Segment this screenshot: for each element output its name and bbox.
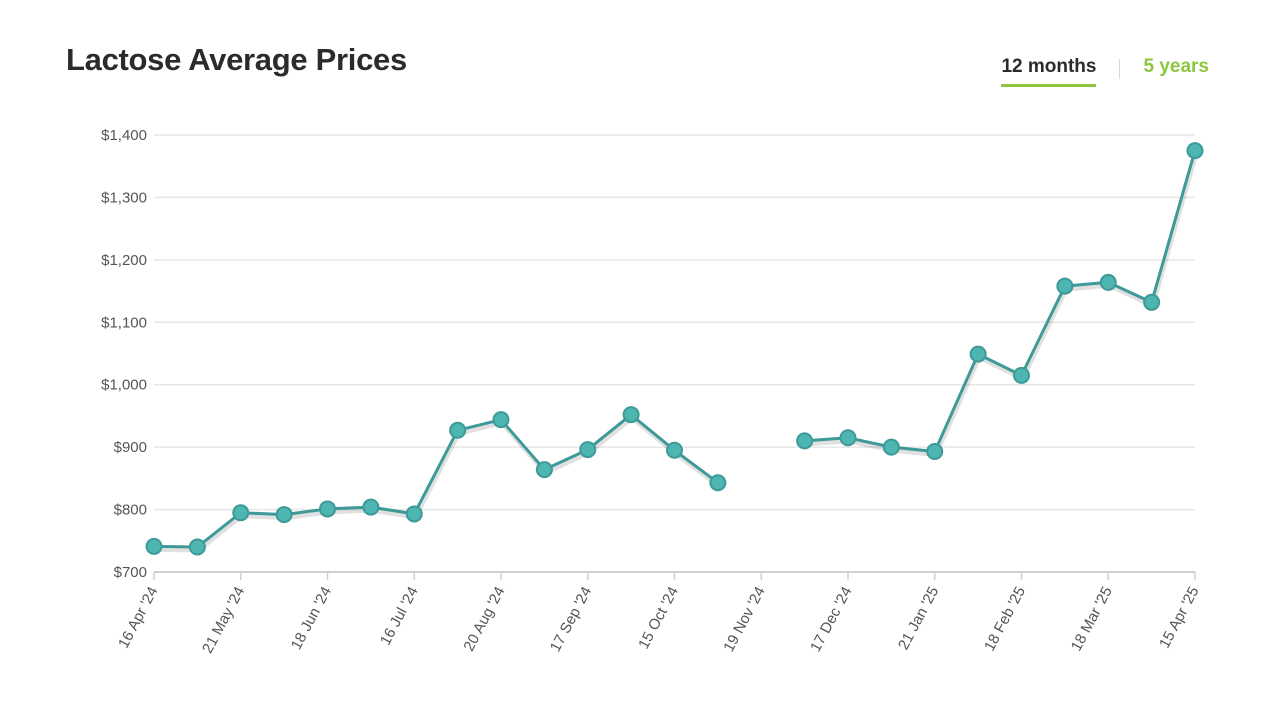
data-point (535, 461, 553, 479)
x-tick-label: 18 Feb '25 (981, 584, 1029, 654)
y-tick-label: $900 (114, 439, 147, 456)
x-tick-label: 19 Nov '24 (720, 584, 768, 655)
data-point (1056, 277, 1074, 295)
x-tick-label: 15 Oct '24 (635, 584, 682, 652)
grid-lines (154, 134, 1195, 573)
x-axis: 16 Apr '24 21 May '24 18 Jun '24 16 Jul '24… (115, 572, 1203, 656)
data-point (1143, 293, 1161, 311)
x-tick-label: 21 Jan '25 (895, 584, 942, 653)
data-point (882, 438, 900, 456)
y-axis: $700 $800 $900 $1,000 $1,100 $1,200 $1,300 $1,4… (101, 127, 147, 581)
x-tick-label: 15 Apr '25 (1156, 584, 1203, 651)
x-tick-label: 16 Apr '24 (115, 584, 162, 651)
y-tick-label: $1,400 (101, 127, 147, 144)
data-point (362, 498, 380, 516)
data-point (232, 504, 250, 522)
data-point (492, 411, 510, 429)
series-line-segment (803, 149, 1197, 453)
data-point (1099, 273, 1117, 291)
x-tick-label: 18 Jun '24 (288, 584, 335, 653)
data-point (579, 441, 597, 459)
tab-5-years[interactable]: 5 years (1143, 56, 1209, 77)
x-tick-label: 16 Jul '24 (377, 584, 422, 648)
range-tabs: 12 months 5 years (1001, 56, 1209, 87)
x-tick-label: 17 Sep '24 (547, 584, 595, 655)
data-point (622, 406, 640, 424)
series-points (145, 142, 1204, 556)
y-tick-label: $1,200 (101, 252, 147, 269)
data-point (796, 432, 814, 450)
y-tick-label: $700 (114, 564, 147, 581)
data-point (275, 506, 293, 524)
tab-12-months[interactable]: 12 months (1001, 56, 1097, 87)
y-tick-label: $1,000 (101, 377, 147, 394)
data-point (188, 538, 206, 556)
x-tick-label: 21 May '24 (199, 584, 248, 656)
data-point (969, 345, 987, 363)
data-point (709, 474, 727, 492)
tab-separator (1119, 59, 1121, 79)
data-point (405, 505, 423, 523)
series-line-shadow (154, 415, 721, 553)
data-point (319, 500, 336, 518)
x-tick-label: 17 Dec '24 (807, 584, 855, 655)
data-point (926, 443, 944, 461)
data-point (145, 537, 163, 555)
series-line-shadow (805, 152, 1199, 457)
data-point (1013, 366, 1030, 384)
data-point (449, 421, 467, 439)
y-tick-label: $1,300 (101, 189, 147, 206)
data-point (839, 429, 857, 447)
data-point (1186, 142, 1204, 160)
y-tick-label: $800 (114, 502, 147, 519)
page-title: Lactose Average Prices (66, 42, 407, 77)
y-tick-label: $1,100 (101, 314, 147, 331)
series-line (152, 149, 1199, 553)
x-tick-label: 20 Aug '24 (460, 584, 508, 654)
x-tick-label: 18 Mar '25 (1068, 584, 1116, 654)
data-point (666, 441, 683, 459)
